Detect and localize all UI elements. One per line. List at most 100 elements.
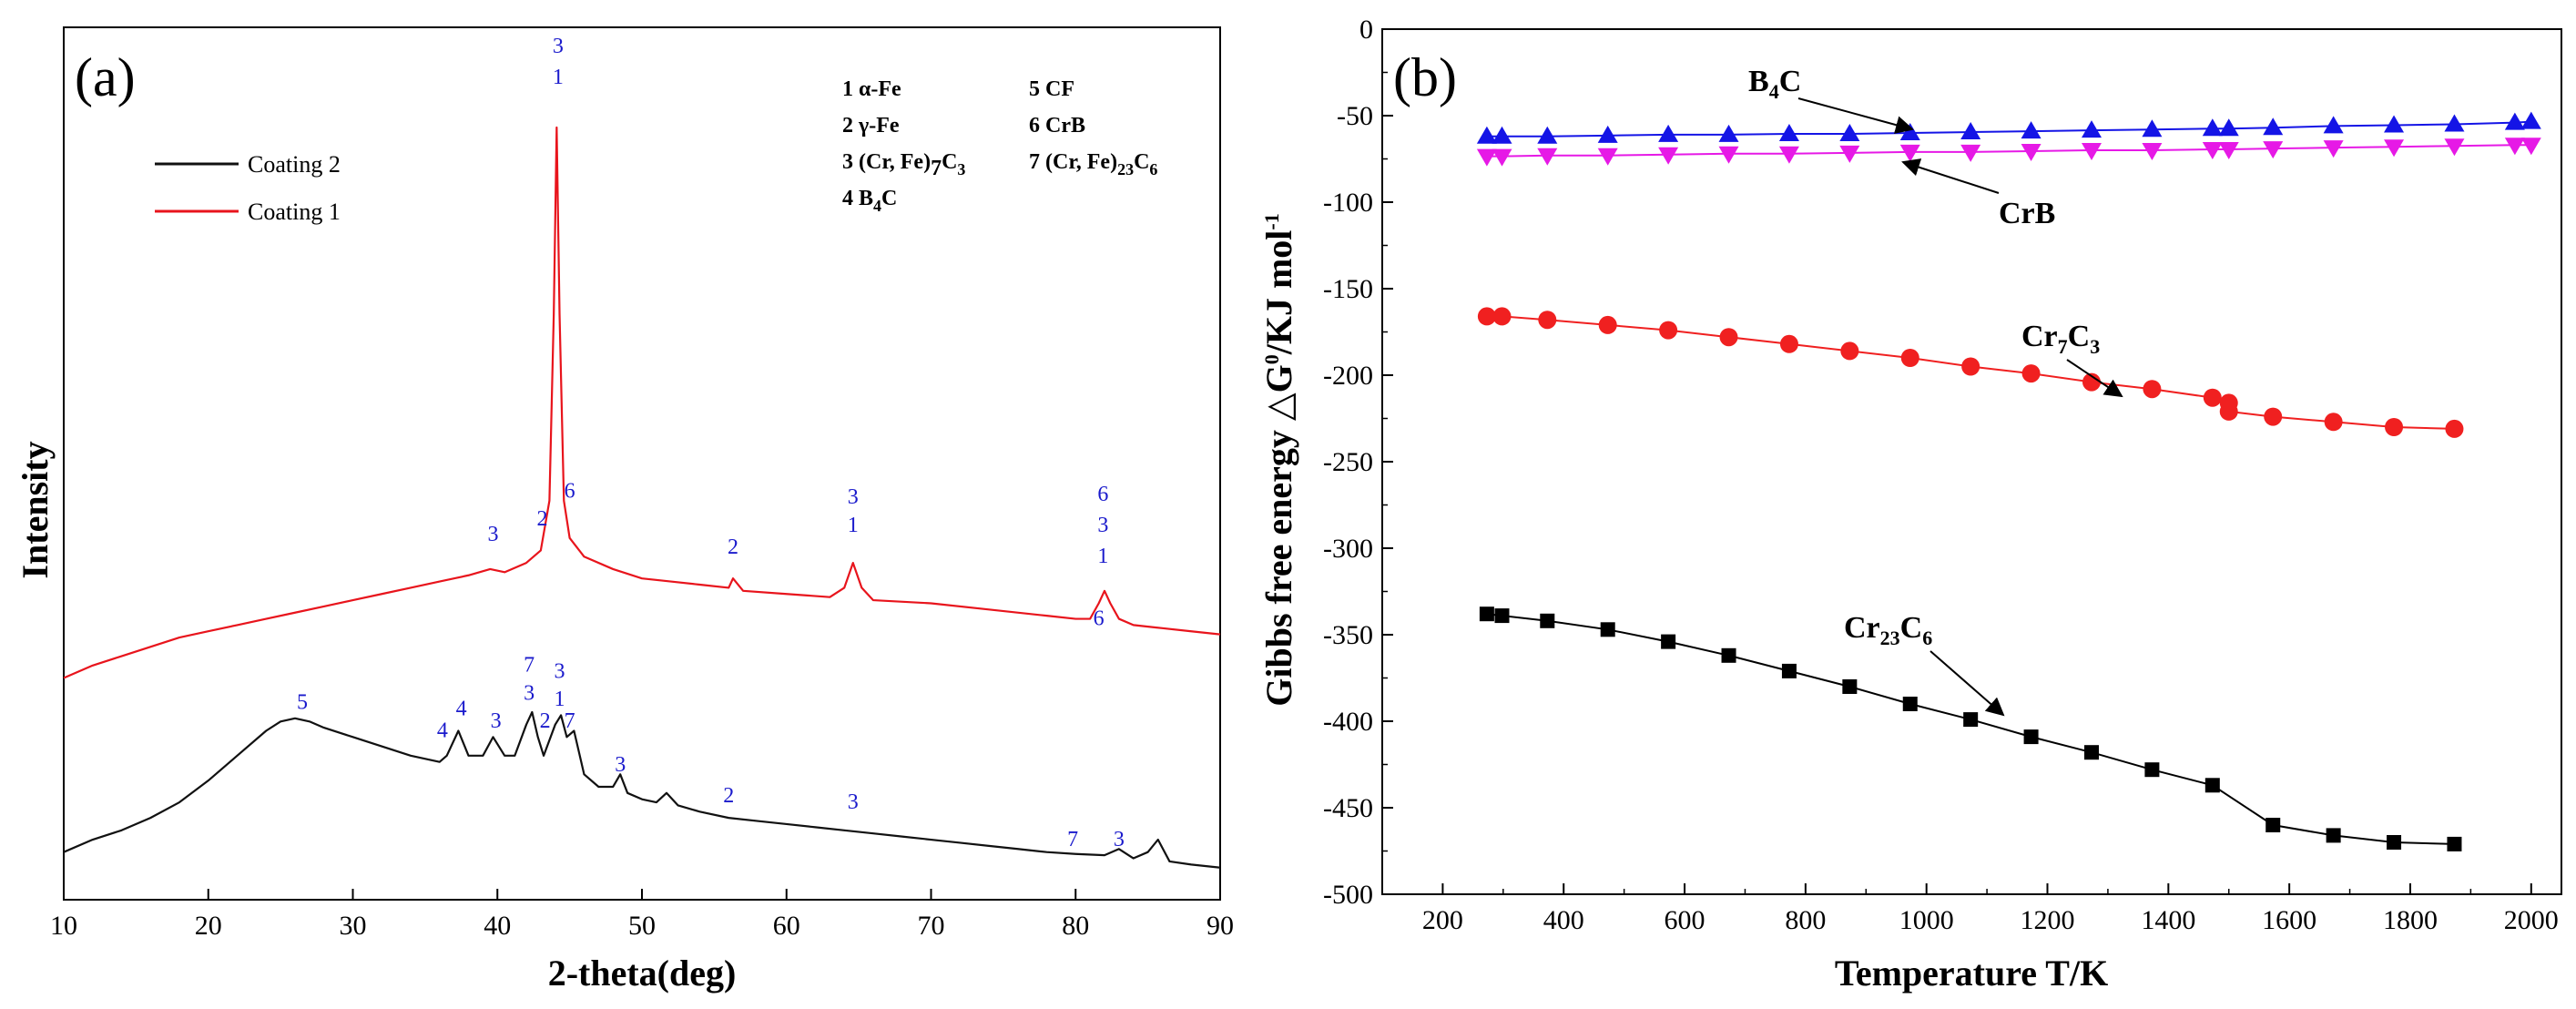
marker-crb [1597,148,1618,166]
peak-label: 6 [565,479,575,503]
marker-cr23c6 [1661,634,1676,649]
phase-key-2: 2 γ-Fe [842,114,900,138]
marker-b4c [1492,126,1512,144]
peak-label: 4 [437,719,448,742]
marker-b4c [2323,116,2344,134]
marker-crb [2142,143,2163,160]
pointer-crb [1901,158,2000,194]
x-axis-label-a: 2-theta(deg) [548,953,737,994]
phase-key-1: 1 α-Fe [842,77,901,101]
marker-cr7c3 [2021,364,2041,383]
marker-cr7c3 [1598,315,1617,334]
gibbs-line-b4c [1486,120,2531,138]
gibbs-line-crb [1486,144,2531,158]
peak-label: 3 [524,681,535,705]
x-tick-label-a: 10 [50,911,77,941]
y-tick-label-b: 0 [1359,15,1373,45]
phase-key-4: 4 B4C [842,187,897,215]
marker-cr7c3 [2143,380,2162,399]
pointer-cr7c3 [2066,359,2123,398]
curve-label-b4c: B4C [1748,65,1914,134]
marker-cr23c6 [2387,835,2402,850]
phase-key-5: 5 CF [1029,77,1074,101]
y-axis-label-a: Intensity [15,441,56,578]
marker-crb [1839,145,1860,163]
marker-cr23c6 [1902,697,1918,711]
marker-b4c [1597,125,1618,143]
x-tick-label-b: 1000 [1899,905,1954,935]
peak-label: 1 [1097,545,1108,568]
x-tick-label-b: 1200 [2021,905,2075,935]
gibbs-series-group [1476,111,2541,851]
peak-label: 5 [297,691,308,715]
svg-text:B4C: B4C [1748,65,1801,103]
marker-cr23c6 [1721,647,1736,663]
peak-label: 7 [524,654,535,678]
pointer-b4c [1797,97,1914,134]
marker-cr7c3 [1961,357,1980,376]
phase-key: 1 α-Fe 2 γ-Fe 3 (Cr, Fe)7C3 4 B4C 5 CF 6… [842,77,1157,215]
marker-cr23c6 [1842,679,1858,694]
y-axis-ticks-b: 0 -50 -100 -150 -200 -250 -300 -350 -400 -450 -500 [1323,15,1393,910]
curve-label-crb: CrB [1901,158,2055,230]
marker-cr23c6 [2023,729,2039,745]
y-tick-label-b: -150 [1323,274,1373,304]
marker-b4c [1537,126,1558,144]
peak-label: 3 [848,485,859,509]
peak-label: 4 [456,697,467,720]
marker-cr7c3 [1840,341,1859,361]
marker-cr23c6 [1479,606,1494,622]
peak-label: 2 [536,507,547,531]
peak-label: 1 [848,514,859,537]
panel-label-b: (b) [1393,47,1457,107]
x-axis-ticks-b: 200 400 600 800 1000 1200 1400 1600 1800 2000 [1381,883,2559,935]
marker-crb [2218,142,2239,160]
marker-b4c [2504,112,2525,130]
marker-cr7c3 [1659,321,1678,340]
x-tick-label-b: 400 [1543,905,1584,935]
x-tick-label-b: 1400 [2141,905,2195,935]
marker-crb [1899,144,1920,162]
marker-b4c [1960,122,1981,140]
svg-text:CrB: CrB [1999,197,2055,230]
marker-cr23c6 [2083,745,2099,760]
peak-label: 3 [848,790,859,814]
x-axis-label-b: Temperature T/K [1835,953,2108,994]
phase-key-3: 3 (Cr, Fe)7C3 [842,150,965,180]
marker-b4c [1899,123,1920,140]
pointer-cr23c6 [1929,650,2005,717]
peak-label: 2 [723,784,734,808]
marker-crb [2444,138,2465,157]
peak-label: 3 [615,753,626,777]
peak-label: 3 [1114,828,1125,851]
gibbs-panel-b: (b) 0 -50 -100 -150 -200 -250 -300 -350 -400 -450… [1258,15,2562,994]
marker-crb [1476,148,1497,167]
marker-cr7c3 [2082,372,2101,392]
marker-cr23c6 [1540,613,1555,628]
xrd-line-coating-2 [63,710,1221,869]
marker-crb [2504,138,2525,156]
legend-label-coating-2: Coating 2 [248,151,341,178]
marker-b4c [2444,114,2465,132]
marker-cr23c6 [1494,608,1510,624]
marker-b4c [1658,124,1679,142]
x-tick-label-b: 1800 [2383,905,2438,935]
x-tick-label-a: 80 [1062,911,1089,941]
peak-label: 1 [555,688,565,711]
marker-crb [1537,148,1558,166]
x-tick-label-b: 800 [1785,905,1826,935]
marker-b4c [2142,119,2163,138]
x-axis-ticks-a: 10 20 30 40 50 60 70 80 90 [50,889,1234,941]
y-tick-label-b: -400 [1323,707,1373,737]
marker-crb [2263,141,2284,159]
marker-crb [1778,146,1799,164]
marker-cr23c6 [2326,828,2341,843]
peak-label: 7 [565,709,575,733]
marker-crb [1960,144,1981,162]
peak-label: 7 [1067,828,1078,851]
marker-b4c [1476,126,1497,144]
svg-text:Cr7C3: Cr7C3 [2021,320,2100,358]
gibbs-line-cr23c6 [1486,613,2455,845]
